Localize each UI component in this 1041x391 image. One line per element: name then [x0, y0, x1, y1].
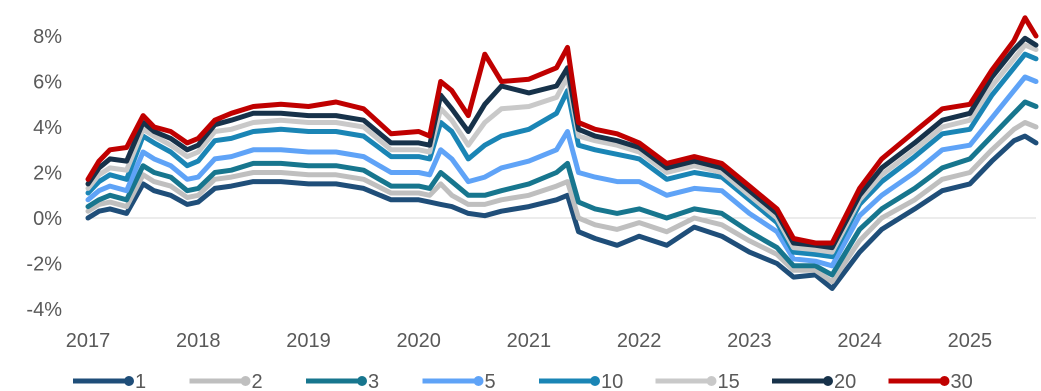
legend: 1 2 3 5 10 15 20 30 — [73, 371, 973, 391]
legend-label: 3 — [368, 371, 379, 391]
legend-item-15: 15 — [655, 371, 740, 391]
series-line-1 — [85, 133, 1039, 291]
y-tick-label: -2% — [26, 254, 62, 276]
legend-swatch-marker — [590, 376, 600, 386]
legend-item-5: 5 — [422, 371, 496, 391]
x-tick-label: 2021 — [507, 330, 552, 352]
y-tick-label: 6% — [33, 72, 62, 94]
x-tick-label: 2024 — [837, 330, 882, 352]
x-tick-label: 2023 — [727, 330, 772, 352]
legend-swatch-marker — [357, 376, 367, 386]
y-tick-label: 4% — [33, 117, 62, 139]
series-line-15 — [85, 42, 1039, 255]
series-lines — [85, 15, 1039, 291]
x-axis: 2017 2018 2019 2020 2021 2022 2023 2024 2025 — [66, 330, 992, 352]
legend-item-30: 30 — [888, 371, 973, 391]
legend-item-20: 20 — [772, 371, 856, 391]
legend-label: 15 — [718, 371, 740, 391]
series-line-5 — [85, 74, 1039, 269]
legend-label: 5 — [485, 371, 496, 391]
legend-swatch-marker — [823, 376, 833, 386]
x-tick-label: 2020 — [396, 330, 441, 352]
y-tick-label: 8% — [33, 26, 62, 48]
legend-swatch-marker — [240, 376, 251, 386]
legend-item-3: 3 — [306, 371, 379, 391]
legend-swatch-marker — [124, 376, 134, 386]
legend-label: 2 — [252, 371, 263, 391]
legend-label: 20 — [834, 371, 856, 391]
legend-label: 30 — [951, 371, 973, 391]
legend-label: 10 — [601, 371, 623, 391]
x-tick-label: 2017 — [66, 330, 111, 352]
series-line-2 — [85, 120, 1039, 285]
x-tick-label: 2018 — [176, 330, 221, 352]
legend-swatch-marker — [939, 376, 950, 386]
x-tick-label: 2022 — [617, 330, 662, 352]
series-line-10 — [85, 51, 1039, 260]
series-line-30 — [85, 15, 1039, 246]
y-tick-label: 0% — [33, 208, 62, 230]
legend-item-2: 2 — [189, 371, 263, 391]
legend-swatch-marker — [706, 376, 717, 386]
y-tick-label: -4% — [26, 299, 62, 321]
legend-swatch-marker — [473, 376, 484, 386]
x-tick-label: 2025 — [948, 330, 993, 352]
legend-item-1: 1 — [73, 371, 146, 391]
series-line-3 — [85, 99, 1039, 278]
legend-label: 1 — [135, 371, 146, 391]
x-tick-label: 2019 — [286, 330, 331, 352]
legend-item-10: 10 — [539, 371, 623, 391]
y-tick-label: 2% — [33, 163, 62, 185]
series-line-20 — [85, 35, 1039, 251]
y-axis: 8% 6% 4% 2% 0% -2% -4% — [26, 26, 62, 321]
